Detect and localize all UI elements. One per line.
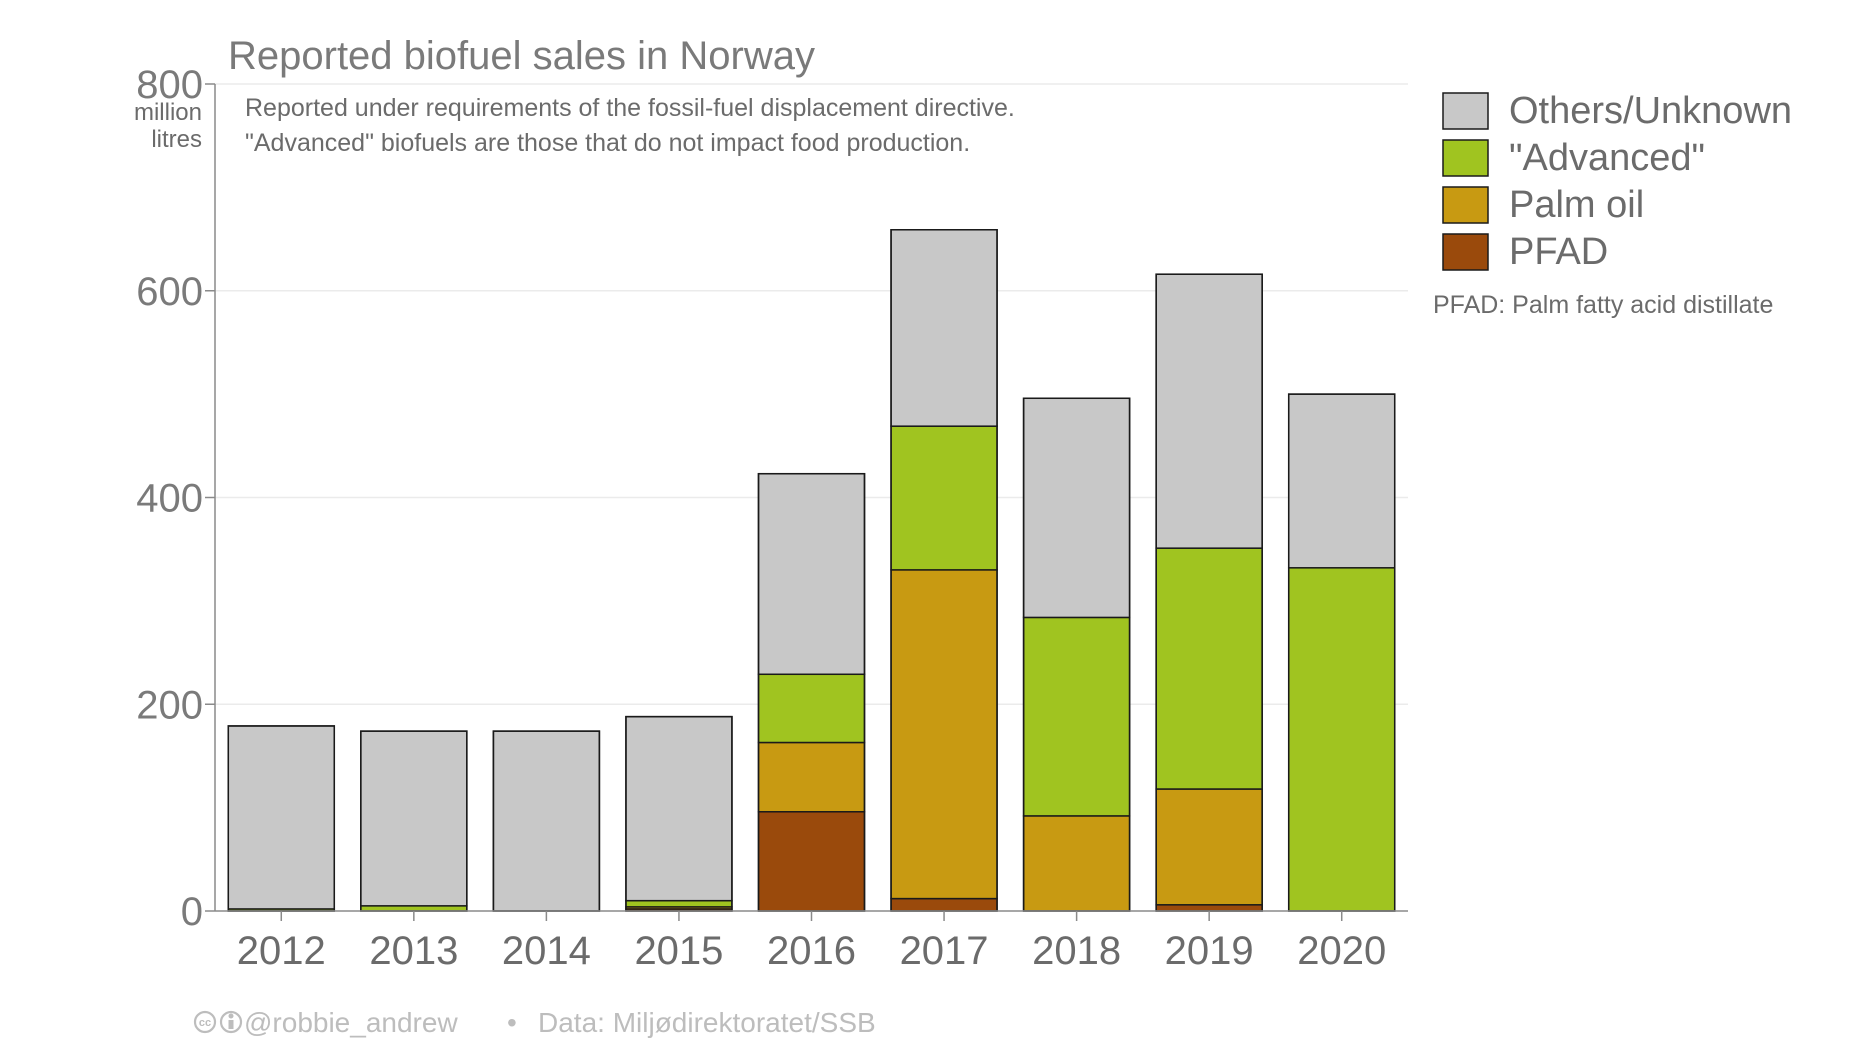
bar-2020-advanced [1287, 567, 1396, 912]
y-tick-label-400: 400 [136, 477, 203, 521]
y-axis-unit-line-2: litres [151, 126, 202, 153]
legend: Others/Unknown "Advanced" Palm oil PFAD [1442, 90, 1792, 273]
bar-2015-advanced [625, 899, 733, 908]
bar-2018-palm-oil [1022, 815, 1131, 912]
bar-2018-advanced [1022, 616, 1131, 817]
legend-swatch-pfad [1442, 233, 1489, 271]
bar-2014-others-unknown [492, 730, 601, 912]
svg-text:cc: cc [199, 1017, 211, 1029]
x-tick-label-2015: 2015 [634, 929, 723, 973]
y-axis-unit-line-1: million [134, 99, 202, 126]
chart-subtitle-line-1: Reported under requirements of the fossi… [245, 94, 1015, 122]
bar-2019-pfad [1155, 904, 1263, 912]
legend-note: PFAD: Palm fatty acid distillate [1433, 291, 1773, 319]
y-tick-label-200: 200 [136, 683, 203, 727]
legend-swatch-palm-oil [1442, 186, 1489, 224]
x-tick-label-2017: 2017 [900, 929, 989, 973]
bar-2015-others-unknown [625, 715, 733, 902]
creative-commons-icon: cc [193, 1010, 217, 1034]
axes: 0 200 400 600 800 2012 2013 2014 2015 2016 2017 201… [136, 63, 1408, 973]
legend-label-others-unknown: Others/Unknown [1509, 90, 1792, 132]
x-tick-label-2013: 2013 [369, 929, 458, 973]
x-tick-label-2019: 2019 [1165, 929, 1254, 973]
bar-2013-others-unknown [360, 730, 468, 907]
bar-2019-advanced [1155, 547, 1263, 790]
legend-label-palm-oil: Palm oil [1509, 184, 1644, 226]
x-tick-label-2018: 2018 [1032, 929, 1121, 973]
bar-2013-advanced [360, 905, 468, 912]
bar-2020-others-unknown [1287, 393, 1396, 569]
x-tick-label-2012: 2012 [237, 929, 326, 973]
chart-subtitle-line-2: "Advanced" biofuels are those that do no… [245, 129, 970, 157]
bar-2016-palm-oil [757, 741, 866, 813]
bar-2019-others-unknown [1155, 273, 1263, 549]
credit-line: cc @robbie_andrew • Data: Miljødirektora… [193, 1007, 876, 1038]
y-tick-label-0: 0 [181, 890, 203, 934]
x-tick-label-2020: 2020 [1297, 929, 1386, 973]
x-tick-label-2016: 2016 [767, 929, 856, 973]
legend-label-pfad: PFAD [1509, 231, 1608, 273]
bars [227, 229, 1396, 912]
bar-2016-others-unknown [757, 472, 866, 676]
attribution-icon [219, 1010, 243, 1034]
x-tick-label-2014: 2014 [502, 929, 591, 973]
chart-title: Reported biofuel sales in Norway [228, 34, 815, 78]
y-tick-label-800: 800 [136, 63, 203, 107]
credit-separator: • [507, 1007, 517, 1038]
credit-source: Data: Miljødirektoratet/SSB [538, 1007, 876, 1038]
bar-2012-others-unknown [227, 725, 336, 910]
bar-2017-advanced [890, 425, 998, 571]
y-tick-label-600: 600 [136, 270, 203, 314]
legend-label-advanced: "Advanced" [1509, 137, 1705, 179]
credit-handle: @robbie_andrew [244, 1007, 458, 1038]
bar-2016-advanced [757, 673, 866, 744]
bar-2019-palm-oil [1155, 788, 1263, 906]
bar-2017-palm-oil [890, 569, 998, 900]
legend-swatch-others-unknown [1442, 92, 1489, 130]
bar-2018-others-unknown [1022, 397, 1131, 619]
bar-2017-others-unknown [890, 229, 998, 427]
bar-2016-pfad [757, 811, 866, 912]
legend-swatch-advanced [1442, 139, 1489, 177]
bar-2017-pfad [890, 897, 998, 912]
